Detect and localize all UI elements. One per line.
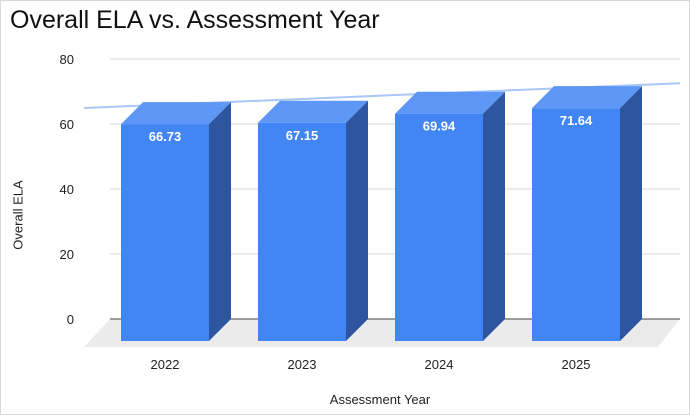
data-label: 69.94 xyxy=(423,119,456,134)
x-tick-label: 2025 xyxy=(562,357,591,372)
bar xyxy=(395,113,483,341)
x-tick-label: 2024 xyxy=(425,357,454,372)
data-label: 71.64 xyxy=(560,113,593,128)
bar xyxy=(121,124,209,341)
bar-side xyxy=(483,91,505,341)
y-tick-label: 60 xyxy=(60,117,74,132)
bar-top xyxy=(532,86,642,109)
data-label: 66.73 xyxy=(149,129,182,144)
x-tick-label: 2022 xyxy=(151,357,180,372)
bar-top xyxy=(395,91,505,114)
y-tick-label: 20 xyxy=(60,247,74,262)
bar-top xyxy=(121,102,231,125)
x-tick-label: 2023 xyxy=(288,357,317,372)
bar xyxy=(532,108,620,341)
chart-title: Overall ELA vs. Assessment Year xyxy=(10,6,380,34)
bar-side xyxy=(209,102,231,341)
x-axis-label: Assessment Year xyxy=(329,392,431,407)
bar-top xyxy=(258,100,368,123)
bar-side xyxy=(620,86,642,341)
y-tick-label: 0 xyxy=(67,312,74,327)
chart-floor xyxy=(84,319,680,347)
bar-side xyxy=(346,100,368,341)
bar xyxy=(258,122,346,341)
y-tick-label: 80 xyxy=(60,52,74,67)
data-label: 67.15 xyxy=(286,128,319,143)
y-tick-label: 40 xyxy=(60,182,74,197)
